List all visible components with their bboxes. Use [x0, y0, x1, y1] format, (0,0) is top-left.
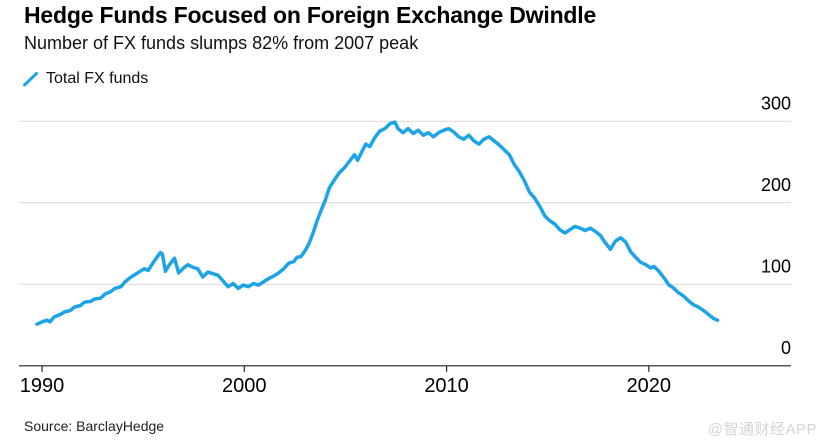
x-tick-label: 2010 — [424, 375, 469, 397]
legend: Total FX funds — [23, 70, 148, 88]
legend-item-label: Total FX funds — [46, 70, 149, 87]
x-tick-label: 2020 — [627, 375, 672, 397]
total-fx-funds-line — [35, 120, 720, 326]
y-tick-label: 0 — [781, 338, 791, 358]
x-tick-label: 1990 — [20, 375, 65, 397]
source-label: Source: BarclayHedge — [24, 418, 165, 434]
y-tick-label: 200 — [761, 175, 791, 195]
watermark: @智通财经APP — [707, 421, 817, 438]
y-tick-label: 300 — [761, 93, 791, 113]
x-tick-label: 2000 — [222, 375, 267, 397]
legend-line-icon — [23, 71, 38, 86]
page-title: Hedge Funds Focused on Foreign Exchange … — [24, 2, 597, 28]
chart-subtitle: Number of FX funds slumps 82% from 2007 … — [24, 33, 419, 53]
y-tick-label: 100 — [761, 256, 791, 276]
